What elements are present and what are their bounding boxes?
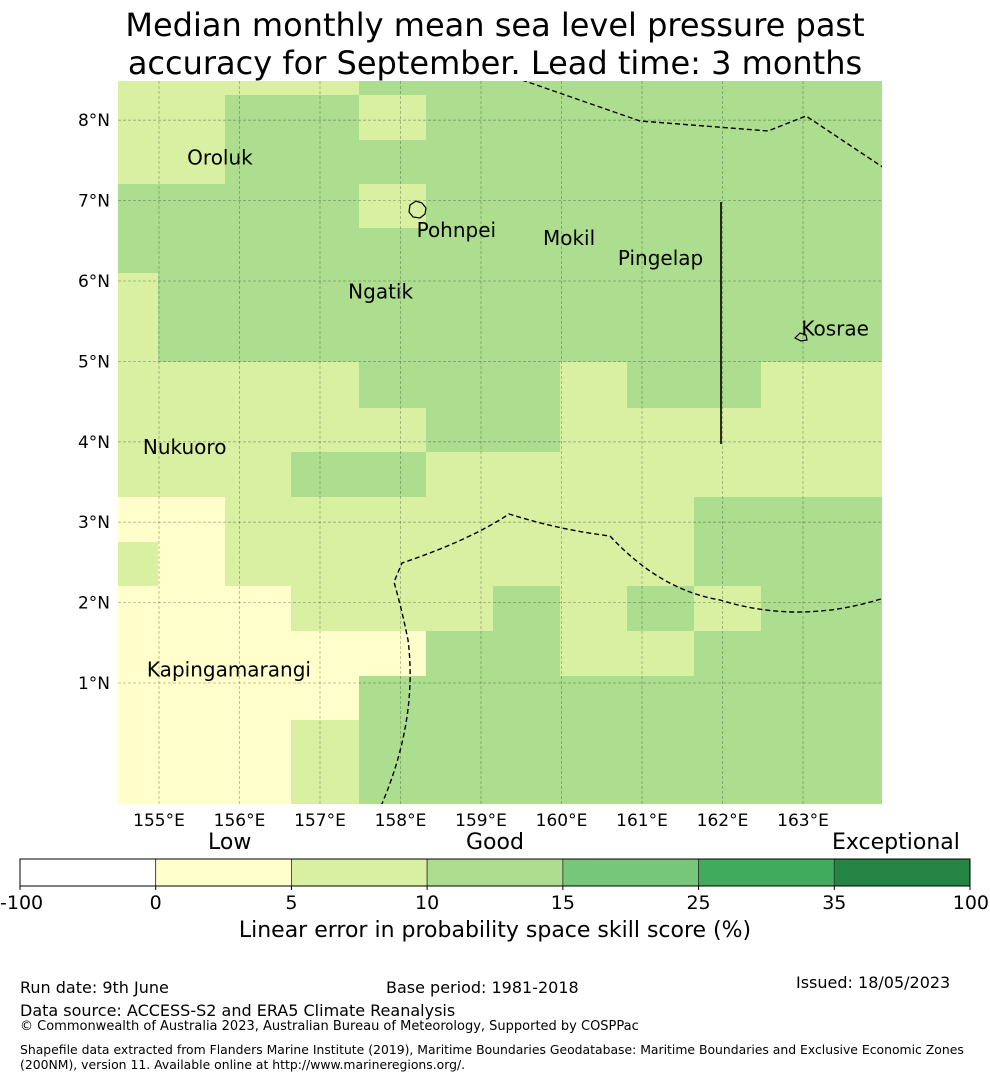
place-label: Ngatik <box>348 280 413 304</box>
lon-tick-label: 159°E <box>455 811 507 831</box>
skill-cell-patch <box>118 497 225 542</box>
run-date: Run date: 9th June <box>20 978 169 997</box>
skill-cell-patch <box>225 497 694 586</box>
place-label: Mokil <box>543 226 595 250</box>
colorbar: -100 0 5 10 15 25 35 100 <box>0 858 989 914</box>
lat-tick-label: 6°N <box>78 272 110 292</box>
lon-tick-label: 163°E <box>777 811 829 831</box>
place-label: Kosrae <box>801 317 869 341</box>
lon-tick-label: 161°E <box>616 811 668 831</box>
lon-tick-label: 162°E <box>697 811 749 831</box>
place-label: Nukuoro <box>143 435 227 459</box>
base-period: Base period: 1981-2018 <box>386 978 579 997</box>
skill-cell-patch <box>627 631 694 676</box>
lat-tick-label: 1°N <box>78 674 110 694</box>
eez-boundaries <box>381 81 882 804</box>
skill-cell-patch <box>291 676 359 720</box>
lon-tick-label: 160°E <box>536 811 588 831</box>
islands <box>408 200 808 342</box>
skill-cell-patch <box>158 542 225 586</box>
data-source: Data source: ACCESS-S2 and ERA5 Climate … <box>20 1001 456 1020</box>
lat-tick-label: 3°N <box>78 513 110 533</box>
place-label: Pingelap <box>618 246 703 270</box>
skill-cell-patch <box>291 408 426 452</box>
skill-cell-patch <box>118 720 291 804</box>
skill-cell-patch <box>118 273 158 362</box>
lat-tick-label: 4°N <box>78 433 110 453</box>
skill-cell-patch <box>627 408 882 497</box>
lon-tick-label: 158°E <box>375 811 427 831</box>
title-line-1: Median monthly mean sea level pressure p… <box>125 6 865 44</box>
skill-cell-patch <box>291 362 359 408</box>
shapefile-credit-line-1: Shapefile data extracted from Flanders M… <box>20 1042 964 1057</box>
skill-grid <box>118 81 882 804</box>
lat-tick-label: 5°N <box>78 352 110 372</box>
colorbar-segment <box>698 858 835 887</box>
lon-tick-label: 157°E <box>294 811 346 831</box>
eez-boundary-south <box>381 513 882 804</box>
colorbar-segment <box>833 858 971 887</box>
pohnpei-island-outline <box>408 200 427 219</box>
skill-cell-patch <box>426 452 560 497</box>
shapefile-credit-line-2: (200NM), version 11. Available online at… <box>20 1057 466 1072</box>
legend-category-good: Good <box>466 830 524 855</box>
skill-cell-patch <box>118 542 158 586</box>
colorbar-segment <box>19 858 157 887</box>
place-label: Oroluk <box>187 145 253 169</box>
place-label: Kapingamarangi <box>147 658 311 682</box>
colorbar-segment <box>426 858 564 887</box>
skill-cell-patch <box>560 586 627 676</box>
skill-cell-patch <box>118 362 291 497</box>
axis-ticks: 155°E 156°E 157°E 158°E 159°E 160°E 161°E 162°E… <box>78 111 829 831</box>
issued-date: Issued: 18/05/2023 <box>796 973 951 992</box>
colorbar-tick-label: 25 <box>686 892 710 914</box>
eez-boundary-north <box>522 81 882 168</box>
colorbar-segment <box>291 858 428 887</box>
colorbar-frame <box>19 858 971 887</box>
lat-tick-label: 8°N <box>78 111 110 131</box>
title-line-2: accuracy for September. Lead time: 3 mon… <box>127 44 863 82</box>
colorbar-tick-label: 100 <box>953 892 989 914</box>
skill-cell-patch <box>694 586 761 631</box>
skill-cell-patch <box>291 631 426 676</box>
graticule <box>118 81 882 804</box>
colorbar-segment <box>562 858 699 887</box>
skill-cell-patch <box>560 362 627 497</box>
skill-cell-patch <box>291 720 359 804</box>
place-labels: Oroluk Pohnpei Mokil Pingelap Ngatik Kosrae Nu… <box>143 145 869 681</box>
skill-cell-patch <box>761 362 882 408</box>
colorbar-tick-label: 15 <box>551 892 575 914</box>
colorbar-segment <box>155 858 292 887</box>
colorbar-tick-label: 0 <box>150 892 162 914</box>
kosrae-island-outline <box>793 332 808 342</box>
lon-tick-label: 155°E <box>133 811 185 831</box>
skill-score-map: Oroluk Pohnpei Mokil Pingelap Ngatik Kosrae Nu… <box>78 81 882 831</box>
colorbar-tick-label: 35 <box>822 892 846 914</box>
legend-category-low: Low <box>208 830 252 855</box>
place-label: Pohnpei <box>417 218 497 242</box>
map-title: Median monthly mean sea level pressure p… <box>0 6 990 82</box>
colorbar-tick-label: 10 <box>415 892 439 914</box>
skill-cell-patch <box>291 586 493 631</box>
lon-tick-label: 156°E <box>214 811 266 831</box>
lat-tick-label: 2°N <box>78 594 110 614</box>
skill-cell-patch <box>359 95 426 140</box>
skill-cell-patch <box>359 184 426 228</box>
colorbar-tick-label: -100 <box>0 892 43 914</box>
skill-cell-patch <box>118 81 225 184</box>
colorbar-label: Linear error in probability space skill … <box>238 918 752 943</box>
colorbar-tick-label: 5 <box>285 892 297 914</box>
legend-category-exceptional: Exceptional <box>832 830 960 855</box>
lat-tick-label: 7°N <box>78 192 110 212</box>
skill-cell-patch <box>118 586 291 720</box>
copyright: © Commonwealth of Australia 2023, Austra… <box>20 1019 639 1034</box>
